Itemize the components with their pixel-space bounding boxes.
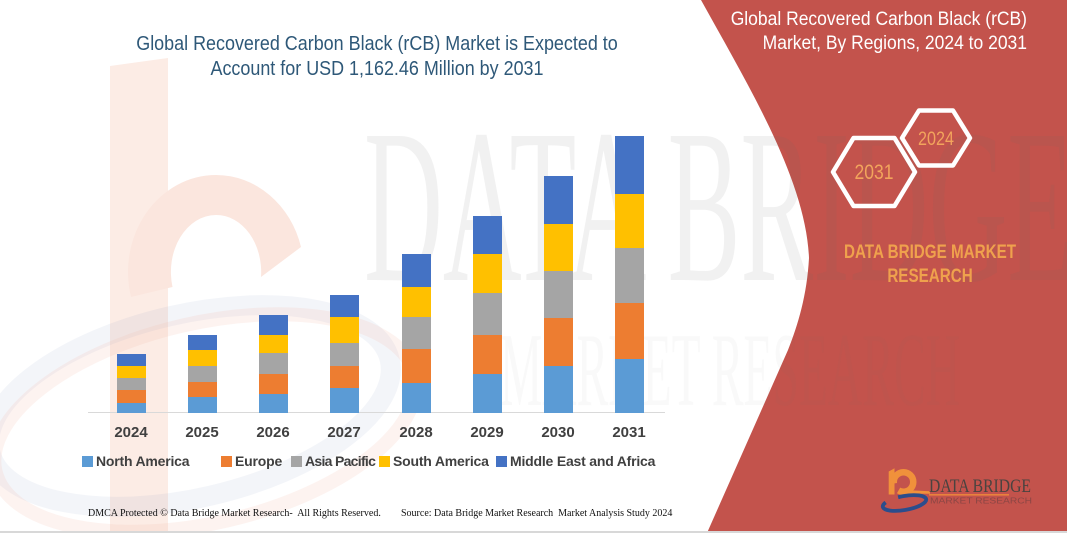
svg-text:MARKET RESEARCH: MARKET RESEARCH	[500, 311, 960, 428]
svg-text:MARKET RESEARCH: MARKET RESEARCH	[930, 497, 1032, 506]
svg-text:DATA BRIDGE: DATA BRIDGE	[929, 476, 1031, 497]
svg-text:2031: 2031	[855, 161, 894, 184]
svg-text:2024: 2024	[918, 129, 954, 150]
